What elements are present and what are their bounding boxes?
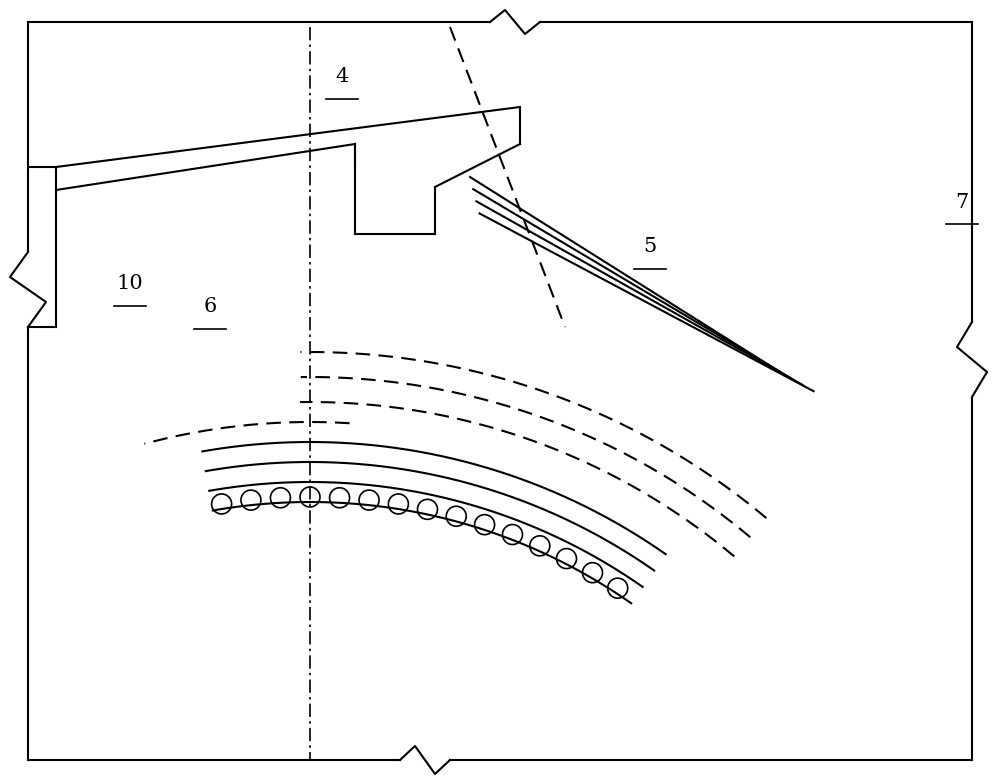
Text: 4: 4 (335, 67, 349, 87)
Text: 10: 10 (117, 274, 143, 293)
Text: 7: 7 (955, 192, 969, 211)
Text: 5: 5 (643, 238, 657, 256)
Text: 6: 6 (203, 297, 217, 317)
